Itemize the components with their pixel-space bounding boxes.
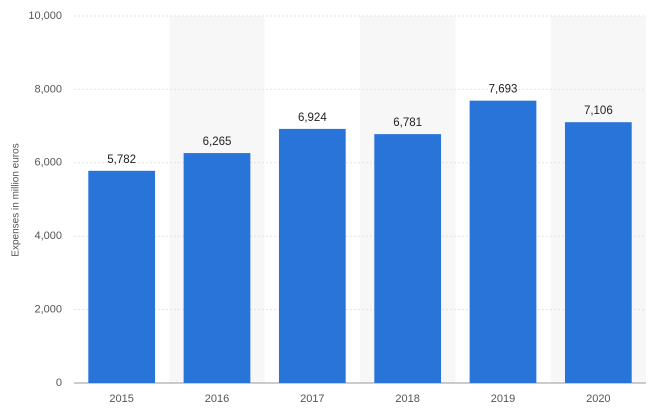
value-label: 7,106 xyxy=(584,105,613,117)
x-tick-label: 2017 xyxy=(300,393,324,405)
value-label: 6,265 xyxy=(203,136,232,148)
y-tick-label: 2,000 xyxy=(34,304,62,316)
bar xyxy=(374,134,442,383)
x-tick-label: 2015 xyxy=(109,393,133,405)
y-tick-label: 10,000 xyxy=(28,10,62,22)
value-label: 7,693 xyxy=(489,84,518,96)
y-tick-label: 4,000 xyxy=(34,230,62,242)
bar xyxy=(278,128,346,383)
x-tick-label: 2018 xyxy=(395,393,419,405)
value-label: 6,781 xyxy=(393,117,422,129)
y-tick-label: 0 xyxy=(56,377,62,389)
bar xyxy=(469,100,537,383)
bar xyxy=(88,170,156,383)
x-tick-label: 2016 xyxy=(205,393,229,405)
y-tick-label: 6,000 xyxy=(34,157,62,169)
x-tick-label: 2019 xyxy=(491,393,515,405)
value-label: 6,924 xyxy=(298,112,327,124)
value-label: 5,782 xyxy=(107,154,136,166)
bar xyxy=(564,122,632,383)
y-tick-label: 8,000 xyxy=(34,83,62,95)
x-tick-label: 2020 xyxy=(586,393,610,405)
bar xyxy=(183,153,251,383)
y-axis-label: Expenses in million euros xyxy=(11,143,22,256)
